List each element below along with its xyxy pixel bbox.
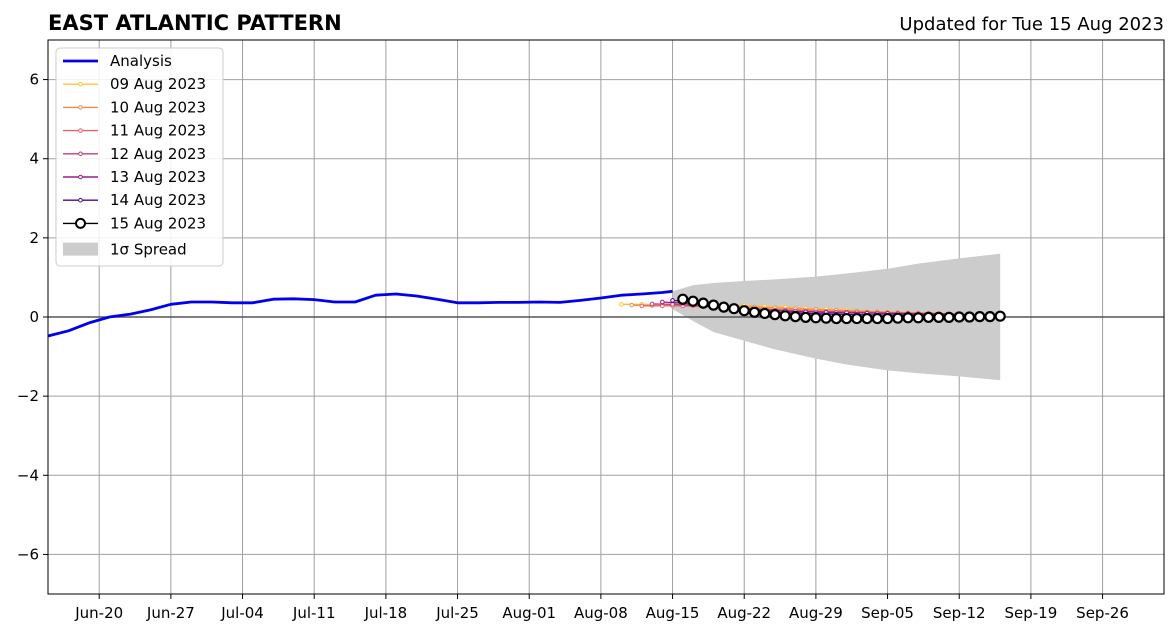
forecast-point: [748, 306, 761, 318]
x-tick-label: Jul-18: [364, 604, 408, 622]
legend-marker: [78, 81, 83, 87]
legend-swatch: [63, 242, 98, 256]
forecast-point: [687, 295, 699, 307]
forecast-point: [670, 298, 675, 303]
x-tick-label: Sep-19: [1005, 604, 1058, 622]
forecast-point: [963, 311, 976, 323]
x-tick-label: Jun-27: [146, 604, 195, 622]
forecast-point: [984, 311, 996, 323]
forecast-point: [830, 312, 842, 325]
forecast-point: [861, 312, 873, 325]
forecast-point: [718, 301, 730, 313]
forecast-point: [639, 303, 645, 309]
forecast-point: [922, 311, 935, 323]
legend-label: 14 Aug 2023: [110, 191, 206, 209]
x-tick-label: Aug-15: [646, 604, 700, 622]
legend-marker: [78, 128, 83, 133]
x-tick-label: Sep-26: [1076, 604, 1129, 622]
forecast-point: [881, 312, 894, 325]
analysis-line: [48, 289, 673, 338]
y-tick-label: −6: [17, 545, 39, 563]
y-tick-label: 0: [29, 308, 39, 326]
forecast-point: [841, 312, 853, 325]
forecast-point: [943, 311, 955, 323]
forecast-point: [660, 299, 665, 305]
legend-marker: [78, 197, 83, 203]
legend-label: 13 Aug 2023: [110, 168, 206, 186]
forecast-point: [892, 312, 904, 324]
forecast-point: [759, 307, 771, 320]
x-tick-label: Aug-08: [574, 604, 628, 622]
forecast-point: [953, 311, 965, 323]
x-tick-label: Jul-11: [292, 604, 336, 622]
x-tick-label: Aug-22: [717, 604, 771, 622]
legend-label: 11 Aug 2023: [110, 122, 206, 140]
legend-label: 10 Aug 2023: [110, 98, 206, 116]
forecast-point: [707, 299, 720, 311]
chart-subtitle: Updated for Tue 15 Aug 2023: [899, 14, 1164, 35]
forecast-point: [810, 312, 822, 324]
forecast-point: [677, 293, 689, 305]
y-tick-label: 6: [29, 71, 39, 89]
legend-label: 12 Aug 2023: [110, 145, 206, 163]
x-tick-label: Aug-29: [789, 604, 843, 622]
forecast-point: [789, 311, 802, 323]
legend-marker: [75, 217, 86, 229]
legend-marker: [78, 151, 83, 157]
x-tick-label: Jun-20: [74, 604, 123, 622]
legend-label: 09 Aug 2023: [110, 75, 206, 93]
series-group: [48, 253, 1164, 381]
x-tick-label: Sep-05: [861, 604, 914, 622]
forecast-point: [851, 312, 863, 325]
y-tick-label: 4: [29, 150, 39, 168]
legend-box: [55, 47, 224, 267]
forecast-point: [994, 310, 1006, 322]
forecast-point: [902, 312, 914, 324]
legend-label: 1σ Spread: [110, 241, 187, 259]
forecast-point: [697, 297, 709, 309]
x-tick-label: Jul-25: [435, 604, 479, 622]
forecast-point: [769, 309, 781, 321]
legend-label: 15 Aug 2023: [110, 214, 206, 232]
forecast-point: [871, 312, 883, 325]
forecast-point: [619, 302, 624, 307]
y-tick-label: −2: [17, 387, 39, 405]
x-tick-label: Jul-04: [220, 604, 264, 622]
x-tick-label: Sep-12: [933, 604, 986, 622]
legend-label: Analysis: [110, 52, 172, 70]
forecast-point: [779, 310, 791, 322]
y-tick-label: 2: [29, 229, 39, 247]
legend-marker: [78, 105, 83, 110]
forecast-point: [912, 312, 924, 324]
forecast-point: [629, 302, 634, 308]
forecast-point: [728, 303, 740, 315]
legend-marker: [78, 174, 83, 180]
forecast-point: [974, 311, 986, 323]
legend: Analysis 09 Aug 2023 10 Aug 2023 11 Aug 202…: [55, 47, 224, 267]
chart-title: EAST ATLANTIC PATTERN: [48, 11, 342, 35]
plot-area: Jun-20 Jun-27 Jul-04 Jul-11 Jul-18 Jul-25 Aug-…: [17, 39, 1165, 622]
forecast-point: [933, 311, 945, 323]
x-tick-label: Aug-01: [502, 604, 556, 622]
forecast-point: [649, 301, 655, 307]
forecast-point: [820, 312, 832, 324]
forecast-point: [800, 311, 812, 323]
forecast-point: [738, 305, 750, 317]
y-tick-label: −4: [17, 466, 39, 484]
